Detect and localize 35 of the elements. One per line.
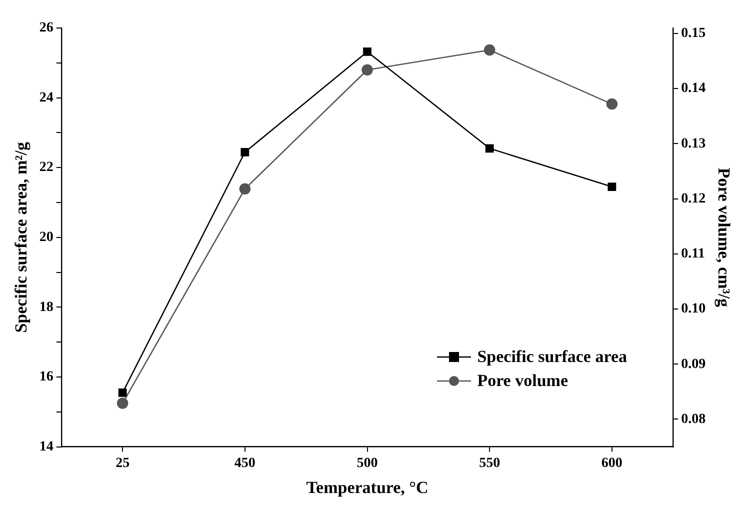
point bbox=[606, 98, 618, 110]
point bbox=[363, 48, 372, 56]
y-tick-label: 18 bbox=[39, 300, 54, 315]
y2-tick-label: 0.11 bbox=[681, 246, 705, 262]
y-tick-label: 26 bbox=[39, 20, 54, 36]
y2-axis-title: Pore volume, cm³/g bbox=[714, 168, 734, 308]
x-tick-label: 500 bbox=[356, 456, 378, 471]
x-axis-title: Temperature, °C bbox=[306, 478, 428, 498]
y2-tick-label: 0.09 bbox=[681, 356, 706, 372]
x-tick-label: 450 bbox=[234, 456, 256, 471]
point bbox=[608, 182, 616, 191]
y2-tick-label: 0.10 bbox=[681, 302, 706, 317]
y-tick-label: 16 bbox=[39, 370, 54, 385]
point bbox=[240, 148, 250, 156]
legend-label: Pore volume bbox=[477, 371, 568, 391]
point bbox=[239, 183, 251, 195]
y-tick-label: 20 bbox=[39, 230, 54, 246]
y2-tick-label: 0.12 bbox=[681, 191, 706, 206]
y-tick-label: 14 bbox=[39, 439, 54, 454]
x-tick-label: 25 bbox=[116, 456, 130, 471]
point bbox=[116, 398, 128, 409]
point bbox=[484, 44, 496, 56]
y2-tick-label: 0.15 bbox=[681, 26, 706, 42]
y-tick-label: 24 bbox=[39, 90, 54, 106]
point bbox=[362, 64, 373, 76]
y-tick-label: 22 bbox=[39, 160, 54, 176]
y2-tick-label: 0.13 bbox=[681, 136, 706, 152]
y2-tick-label: 0.14 bbox=[681, 81, 706, 96]
y2-tick-label: 0.08 bbox=[681, 412, 706, 427]
point bbox=[118, 388, 127, 397]
point bbox=[485, 144, 494, 153]
legend-label: Specific surface area bbox=[477, 347, 627, 367]
x-tick-label: 550 bbox=[479, 456, 500, 471]
x-tick-label: 600 bbox=[601, 456, 622, 471]
y-axis-title: Specific surface area, m²/g bbox=[12, 142, 31, 333]
